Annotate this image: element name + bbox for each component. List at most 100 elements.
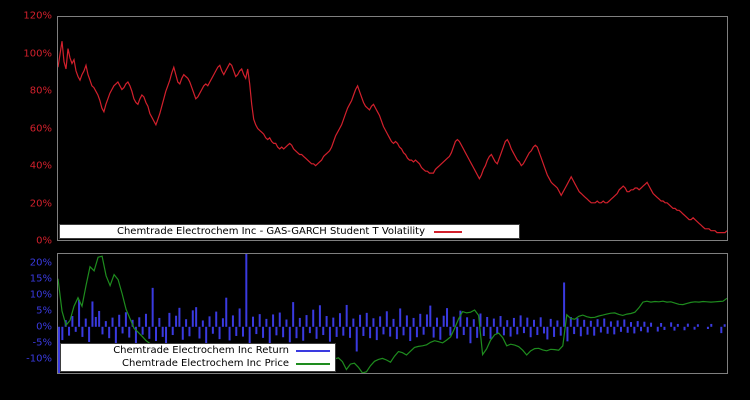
return-bar bbox=[168, 312, 171, 327]
return-bar bbox=[532, 319, 535, 327]
returns-price-legend: Chemtrade Electrochem Inc Return Chemtra… bbox=[60, 343, 336, 372]
return-bar bbox=[198, 326, 201, 339]
return-bar bbox=[98, 310, 101, 327]
return-bar bbox=[492, 318, 495, 327]
return-bar bbox=[706, 326, 709, 330]
return-bar bbox=[148, 326, 151, 339]
return-bar bbox=[325, 316, 328, 327]
return-bar bbox=[288, 326, 291, 343]
return-bar bbox=[459, 310, 462, 327]
return-bar bbox=[526, 317, 529, 327]
return-bar bbox=[278, 312, 281, 327]
return-bar bbox=[606, 326, 609, 334]
return-bar bbox=[144, 313, 147, 327]
volatility-line bbox=[58, 41, 727, 234]
return-bar bbox=[94, 316, 97, 327]
return-bar bbox=[71, 316, 74, 327]
return-bar bbox=[412, 317, 415, 327]
return-bar bbox=[375, 326, 378, 341]
return-bar bbox=[181, 326, 184, 340]
return-bar bbox=[693, 326, 696, 330]
return-bar bbox=[556, 320, 559, 327]
return-bar bbox=[165, 326, 168, 346]
return-bar bbox=[563, 282, 566, 327]
return-bar bbox=[573, 326, 576, 335]
return-bar bbox=[228, 326, 231, 341]
return-bar bbox=[218, 326, 221, 340]
return-bar bbox=[342, 326, 345, 336]
return-bar bbox=[151, 287, 154, 327]
return-bar bbox=[593, 326, 596, 336]
return-bar bbox=[389, 326, 392, 337]
return-bar bbox=[660, 322, 663, 327]
return-bar bbox=[405, 315, 408, 327]
return-bar bbox=[221, 318, 224, 327]
return-bar bbox=[241, 326, 244, 337]
return-bar bbox=[650, 322, 653, 327]
y-tick-label: 40% bbox=[29, 160, 52, 172]
return-bar bbox=[603, 318, 606, 327]
return-bar bbox=[272, 314, 275, 327]
return-bar bbox=[640, 326, 643, 332]
return-bar bbox=[369, 326, 372, 339]
return-bar bbox=[432, 326, 435, 338]
return-bar bbox=[676, 323, 679, 327]
return-bar bbox=[529, 326, 532, 338]
return-bar bbox=[78, 299, 81, 327]
return-bar bbox=[118, 314, 121, 327]
return-bar bbox=[114, 326, 117, 344]
return-bar bbox=[522, 326, 525, 334]
return-bar bbox=[425, 314, 428, 327]
return-bar bbox=[191, 310, 194, 327]
return-bar bbox=[626, 326, 629, 333]
y-tick-label: 120% bbox=[23, 10, 52, 22]
return-bar bbox=[402, 326, 405, 336]
return-legend-line-sample bbox=[296, 350, 330, 353]
return-bar bbox=[88, 326, 91, 342]
return-bar bbox=[91, 301, 94, 327]
y-tick-label: -10% bbox=[26, 353, 52, 365]
return-bar bbox=[332, 317, 335, 327]
return-bar bbox=[285, 319, 288, 327]
volatility-legend: Chemtrade Electrochem Inc - GAS-GARCH St… bbox=[59, 224, 520, 239]
price-legend-label: Chemtrade Electrochem Inc Price bbox=[122, 357, 289, 369]
return-bar bbox=[121, 326, 124, 334]
return-bar bbox=[225, 297, 228, 327]
price-legend-row: Chemtrade Electrochem Inc Price bbox=[66, 358, 330, 370]
y-tick-label: 15% bbox=[29, 273, 52, 285]
return-bar bbox=[141, 326, 144, 335]
return-bar bbox=[576, 318, 579, 327]
return-bar bbox=[238, 308, 241, 327]
return-bar bbox=[392, 318, 395, 327]
return-bar bbox=[322, 326, 325, 336]
return-bar bbox=[609, 321, 612, 327]
return-bar bbox=[362, 326, 365, 336]
return-bar bbox=[385, 311, 388, 327]
return-bar bbox=[124, 312, 127, 327]
return-bar bbox=[663, 326, 666, 330]
return-bar bbox=[245, 254, 248, 327]
return-bar bbox=[382, 326, 385, 335]
return-bar bbox=[509, 326, 512, 337]
return-bar bbox=[566, 326, 569, 342]
return-bar bbox=[185, 319, 188, 327]
return-bar bbox=[579, 326, 582, 337]
returns-price-plot bbox=[58, 254, 727, 373]
return-bar bbox=[252, 316, 255, 327]
return-bar bbox=[512, 317, 515, 327]
y-tick-label: -5% bbox=[32, 337, 52, 349]
return-bar bbox=[720, 326, 723, 334]
return-bar bbox=[282, 326, 285, 338]
return-bar bbox=[723, 324, 726, 327]
return-bar bbox=[399, 308, 402, 327]
volatility-plot bbox=[58, 41, 727, 234]
return-bar bbox=[352, 318, 355, 327]
return-bar bbox=[345, 304, 348, 327]
return-bar bbox=[415, 326, 418, 338]
return-bar bbox=[208, 316, 211, 327]
return-bar bbox=[446, 308, 449, 327]
return-bar bbox=[486, 316, 489, 327]
return-bar bbox=[81, 326, 84, 337]
return-bar bbox=[201, 320, 204, 327]
